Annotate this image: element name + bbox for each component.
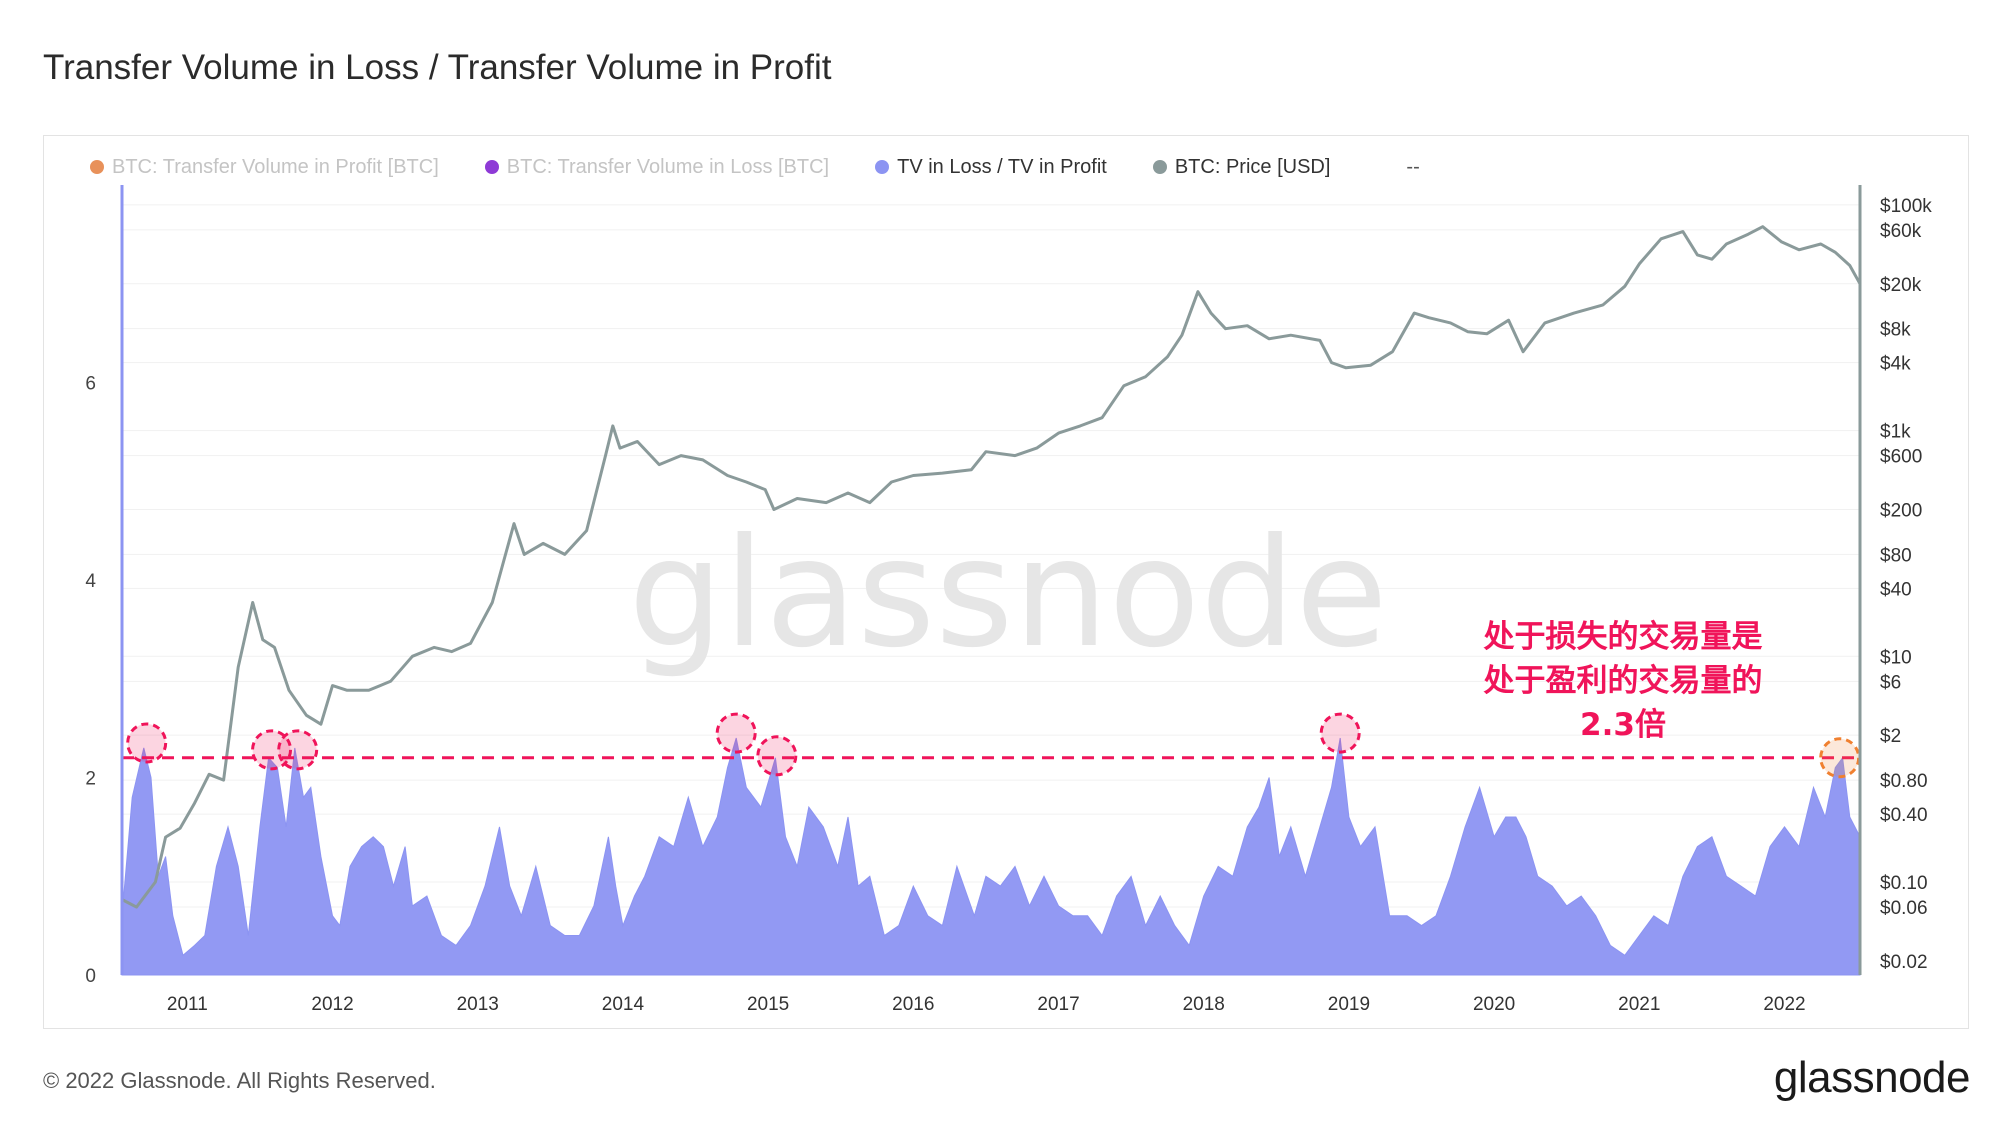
footer-copyright: © 2022 Glassnode. All Rights Reserved.	[43, 1068, 436, 1093]
y-right-tick-label: $200	[1880, 500, 1922, 521]
y-right-tick-label: $100k	[1880, 196, 1932, 217]
chart-legend: BTC: Transfer Volume in Profit [BTC] BTC…	[90, 152, 1420, 182]
x-tick-label: 2013	[457, 994, 499, 1015]
y-right-tick-label: $10	[1880, 647, 1912, 668]
x-tick-label: 2022	[1763, 994, 1805, 1015]
highlight-circle	[126, 722, 168, 764]
x-tick-label: 2018	[1183, 994, 1225, 1015]
y-left-tick-label: 4	[85, 571, 96, 592]
y-left-tick-label: 2	[85, 769, 96, 790]
y-right-tick-label: $1k	[1880, 422, 1911, 443]
highlight-circle	[715, 712, 757, 754]
x-tick-label: 2016	[892, 994, 934, 1015]
x-tick-label: 2021	[1618, 994, 1660, 1015]
y-right-tick-label: $8k	[1880, 320, 1911, 341]
legend-label: BTC: Transfer Volume in Loss [BTC]	[506, 155, 830, 178]
x-tick-label: 2020	[1473, 994, 1515, 1015]
legend-dot-icon	[1152, 160, 1167, 174]
legend-label: TV in Loss / TV in Profit	[897, 155, 1107, 178]
chart-frame	[43, 135, 1969, 1029]
x-tick-label: 2015	[747, 994, 789, 1015]
highlight-circle	[756, 735, 798, 777]
legend-item-ratio[interactable]: TV in Loss / TV in Profit	[875, 156, 1107, 179]
legend-item-tv-profit[interactable]: BTC: Transfer Volume in Profit [BTC]	[90, 156, 439, 179]
highlight-circle	[1819, 737, 1861, 779]
y-right-tick-label: $80	[1880, 545, 1912, 566]
footer-logo[interactable]: glassnode	[1773, 1053, 1971, 1102]
y-left-tick-label: 6	[85, 374, 96, 395]
legend-dot-icon	[875, 160, 890, 174]
legend-dot-icon	[484, 160, 499, 174]
x-tick-label: 2012	[311, 994, 353, 1015]
y-right-tick-label: $4k	[1880, 354, 1911, 375]
y-left-tick-label: 0	[85, 966, 96, 987]
x-tick-label: 2011	[167, 994, 208, 1015]
axes: $100k $60k $20k $8k $4k $1k $600 $200 $80 $40 $10 $…	[85, 185, 1932, 1015]
gridlines	[122, 204, 1860, 962]
x-tick-label: 2019	[1328, 994, 1370, 1015]
x-tick-label: 2014	[602, 994, 645, 1015]
annotation-line: 处于盈利的交易量的	[1483, 663, 1763, 699]
price-line	[121, 225, 1862, 909]
y-right-tick-label: $0.40	[1880, 805, 1928, 826]
annotation-line: 2.3倍	[1580, 707, 1666, 743]
watermark: glassnode	[628, 507, 1387, 681]
y-right-tick-label: $0.06	[1880, 898, 1928, 919]
ratio-area	[121, 737, 1861, 976]
y-right-tick-label: $0.10	[1880, 873, 1928, 894]
x-tick-label: 2017	[1037, 994, 1079, 1015]
y-right-tick-label: $2	[1880, 726, 1901, 747]
highlight-circle	[277, 729, 319, 771]
legend-label: BTC: Price [USD]	[1174, 155, 1331, 178]
y-right-tick-label: $0.02	[1880, 952, 1928, 973]
legend-item-tv-loss[interactable]: BTC: Transfer Volume in Loss [BTC]	[484, 155, 830, 179]
highlight-circle	[1319, 712, 1361, 754]
y-right-tick-label: $60k	[1880, 221, 1922, 242]
annotation-line: 处于损失的交易量是	[1483, 619, 1763, 655]
page-title: Transfer Volume in Loss / Transfer Volum…	[43, 48, 832, 87]
y-right-tick-label: $40	[1880, 579, 1912, 600]
y-right-tick-label: $600	[1880, 447, 1922, 468]
y-right-tick-label: $0.80	[1880, 771, 1928, 792]
legend-label: BTC: Transfer Volume in Profit [BTC]	[112, 155, 439, 178]
legend-extra: --	[1406, 155, 1420, 178]
ratio-series	[121, 737, 1861, 976]
legend-item-price[interactable]: BTC: Price [USD]	[1152, 155, 1331, 179]
y-right-tick-label: $6	[1880, 672, 1901, 693]
y-right-tick-label: $20k	[1880, 275, 1922, 296]
highlight-circles	[126, 712, 1861, 779]
legend-dot-icon	[90, 160, 104, 174]
price-series	[121, 225, 1862, 909]
